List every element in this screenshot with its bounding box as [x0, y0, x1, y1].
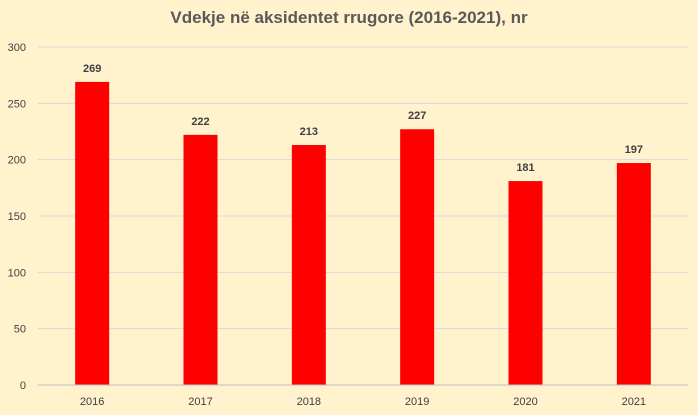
data-label: 269 — [83, 63, 101, 75]
bar — [183, 134, 218, 385]
chart-title: Vdekje në aksidentet rrugore (2016-2021)… — [170, 8, 528, 27]
y-tick-label: 50 — [14, 324, 26, 336]
x-tick-label: 2018 — [297, 396, 321, 408]
y-tick-label: 100 — [8, 267, 26, 279]
data-label: 213 — [300, 126, 318, 138]
bar — [508, 181, 543, 385]
x-tick-label: 2019 — [405, 396, 429, 408]
data-label: 181 — [516, 162, 534, 174]
x-tick-label: 2020 — [513, 396, 537, 408]
x-tick-label: 2016 — [80, 396, 104, 408]
y-tick-label: 250 — [8, 98, 26, 110]
bar — [616, 163, 651, 385]
bar — [291, 145, 326, 385]
data-label: 197 — [625, 144, 643, 156]
data-label: 227 — [408, 110, 426, 122]
x-tick-label: 2021 — [622, 396, 646, 408]
bar — [400, 129, 435, 385]
data-label: 222 — [191, 116, 209, 128]
y-tick-label: 300 — [8, 42, 26, 54]
y-tick-label: 150 — [8, 211, 26, 223]
y-tick-label: 200 — [8, 155, 26, 167]
bar — [75, 81, 110, 385]
x-tick-label: 2017 — [188, 396, 212, 408]
y-tick-label: 0 — [20, 380, 26, 392]
